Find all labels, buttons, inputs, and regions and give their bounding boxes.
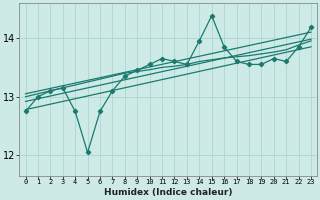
- X-axis label: Humidex (Indice chaleur): Humidex (Indice chaleur): [104, 188, 233, 197]
